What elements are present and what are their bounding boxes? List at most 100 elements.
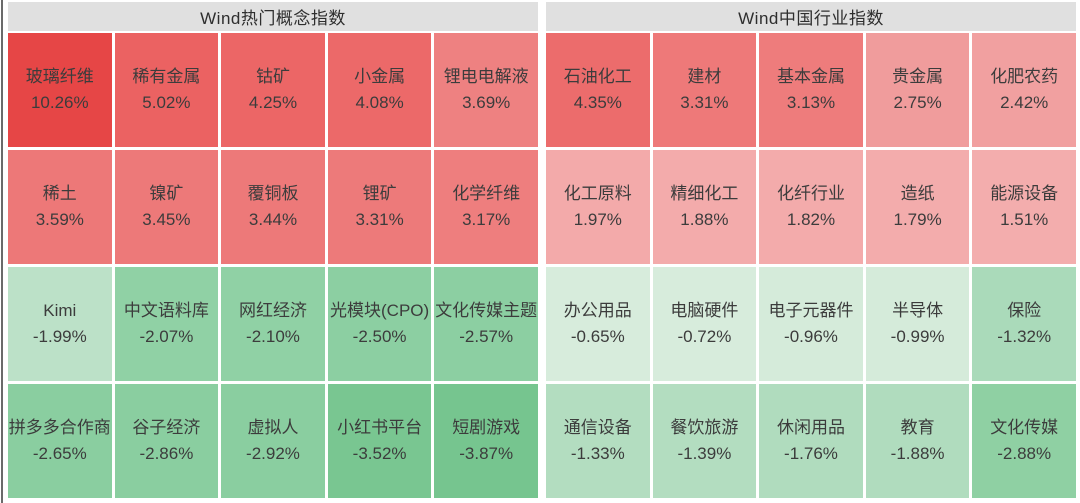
heatmap-cell[interactable]: 镍矿 3.45% <box>114 150 219 264</box>
cell-value: 4.08% <box>355 93 404 112</box>
cell-value: -1.33% <box>570 444 625 463</box>
heatmap-cell[interactable]: 造纸 1.79% <box>865 150 970 264</box>
heatmap-cell[interactable]: 办公用品 -0.65% <box>546 267 650 381</box>
cell-label: Kimi <box>43 301 77 320</box>
cell-label: 锂电电解液 <box>443 67 529 86</box>
cell-label: 文化传媒主题 <box>435 301 538 320</box>
heatmap-cell[interactable]: 餐饮旅游 -1.39% <box>652 384 757 498</box>
heatmap-cell[interactable]: 稀土 3.59% <box>8 150 112 264</box>
heatmap-board: Wind热门概念指数 玻璃纤维 10.26% 稀有金属 5.02% 钴矿 4.25% 小金属… <box>8 2 1076 498</box>
cell-value: -2.88% <box>997 444 1052 463</box>
heatmap-cell[interactable]: 中文语料库 -2.07% <box>114 267 219 381</box>
cell-label: 化工原料 <box>563 184 632 203</box>
heatmap-cell[interactable]: 化工原料 1.97% <box>546 150 650 264</box>
heatmap-grid-china-industry: 石油化工 4.35% 建材 3.31% 基本金属 3.13% 贵金属 2.75% 化肥农药 2.4… <box>546 33 1076 498</box>
heatmap-cell[interactable]: 保险 -1.32% <box>972 267 1076 381</box>
heatmap-cell[interactable]: 贵金属 2.75% <box>865 33 970 147</box>
cell-value: 1.88% <box>680 210 729 229</box>
cell-value: 3.13% <box>786 93 836 112</box>
heatmap-cell[interactable]: 能源设备 1.51% <box>972 150 1076 264</box>
cell-value: -3.87% <box>459 444 514 463</box>
cell-value: 3.45% <box>142 210 191 229</box>
cell-value: -2.92% <box>246 444 300 463</box>
heatmap-cell[interactable]: 化纤行业 1.82% <box>759 150 863 264</box>
cell-value: -0.99% <box>890 327 945 346</box>
heatmap-cell[interactable]: 拼多多合作商 -2.65% <box>8 384 112 498</box>
heatmap-cell[interactable]: 锂矿 3.31% <box>327 150 432 264</box>
cell-label: 拼多多合作商 <box>8 418 111 437</box>
cell-label: 小红书平台 <box>337 418 423 437</box>
cell-label: 稀有金属 <box>132 67 201 86</box>
heatmap-cell[interactable]: 精细化工 1.88% <box>652 150 757 264</box>
cell-label: 电脑硬件 <box>670 301 739 320</box>
cell-label: 教育 <box>900 418 935 437</box>
cell-value: 1.51% <box>1000 210 1049 229</box>
heatmap-cell[interactable]: 教育 -1.88% <box>865 384 970 498</box>
heatmap-cell[interactable]: 电脑硬件 -0.72% <box>652 267 757 381</box>
cell-label: 餐饮旅游 <box>670 418 739 437</box>
cell-value: -2.10% <box>246 327 300 346</box>
heatmap-cell[interactable]: 覆铜板 3.44% <box>221 150 325 264</box>
cell-value: 3.31% <box>680 93 729 112</box>
panel-title-hot-concept: Wind热门概念指数 <box>8 2 538 31</box>
heatmap-cell[interactable]: 文化传媒主题 -2.57% <box>434 267 538 381</box>
cell-value: 5.02% <box>142 93 191 112</box>
heatmap-cell[interactable]: 化学纤维 3.17% <box>434 150 538 264</box>
heatmap-cell[interactable]: 短剧游戏 -3.87% <box>434 384 538 498</box>
cell-value: -2.07% <box>139 327 194 346</box>
heatmap-cell[interactable]: 半导体 -0.99% <box>865 267 970 381</box>
cell-value: -1.99% <box>32 327 87 346</box>
cell-value: -2.57% <box>459 327 514 346</box>
cell-label: 电子元器件 <box>768 301 854 320</box>
heatmap-cell[interactable]: 钴矿 4.25% <box>221 33 325 147</box>
cell-label: 虚拟人 <box>247 418 299 437</box>
cell-value: -1.88% <box>890 444 945 463</box>
cell-label: 通信设备 <box>563 418 632 437</box>
heatmap-cell[interactable]: 休闲用品 -1.76% <box>759 384 863 498</box>
heatmap-cell[interactable]: 文化传媒 -2.88% <box>972 384 1076 498</box>
heatmap-cell[interactable]: 建材 3.31% <box>652 33 757 147</box>
cell-label: 锂矿 <box>362 184 397 203</box>
heatmap-cell[interactable]: 通信设备 -1.33% <box>546 384 650 498</box>
cell-value: -2.86% <box>139 444 194 463</box>
heatmap-cell[interactable]: 光模块(CPO) -2.50% <box>327 267 432 381</box>
cell-label: 建材 <box>687 67 722 86</box>
cell-value: -1.39% <box>677 444 732 463</box>
cell-value: 4.25% <box>248 93 298 112</box>
cell-value: -2.50% <box>352 327 407 346</box>
cell-value: 3.31% <box>355 210 404 229</box>
cell-value: 3.59% <box>35 210 84 229</box>
cell-label: 中文语料库 <box>123 301 209 320</box>
cell-label: 基本金属 <box>776 67 845 86</box>
cell-value: 2.42% <box>1000 93 1049 112</box>
heatmap-cell[interactable]: 网红经济 -2.10% <box>221 267 325 381</box>
heatmap-cell[interactable]: 虚拟人 -2.92% <box>221 384 325 498</box>
heatmap-cell[interactable]: 小红书平台 -3.52% <box>327 384 432 498</box>
cell-value: 10.26% <box>30 93 89 112</box>
heatmap-cell[interactable]: Kimi -1.99% <box>8 267 112 381</box>
cell-label: 钴矿 <box>255 67 290 86</box>
cell-label: 短剧游戏 <box>452 418 521 437</box>
cell-value: -0.96% <box>784 327 838 346</box>
cell-value: -0.65% <box>570 327 625 346</box>
cell-value: 3.17% <box>462 210 511 229</box>
heatmap-cell[interactable]: 基本金属 3.13% <box>759 33 863 147</box>
panel-china-industry-index: Wind中国行业指数 石油化工 4.35% 建材 3.31% 基本金属 3.13% 贵金属 2… <box>546 2 1076 498</box>
cell-value: 1.82% <box>786 210 836 229</box>
heatmap-cell[interactable]: 玻璃纤维 10.26% <box>8 33 112 147</box>
cell-label: 玻璃纤维 <box>25 67 94 86</box>
heatmap-cell[interactable]: 稀有金属 5.02% <box>114 33 219 147</box>
cell-value: -1.32% <box>997 327 1052 346</box>
cell-label: 小金属 <box>354 67 406 86</box>
heatmap-cell[interactable]: 锂电电解液 3.69% <box>434 33 538 147</box>
cell-label: 化肥农药 <box>990 67 1059 86</box>
heatmap-cell[interactable]: 石油化工 4.35% <box>546 33 650 147</box>
heatmap-cell[interactable]: 小金属 4.08% <box>327 33 432 147</box>
cell-value: -1.76% <box>784 444 838 463</box>
heatmap-cell[interactable]: 电子元器件 -0.96% <box>759 267 863 381</box>
cell-value: -3.52% <box>352 444 407 463</box>
heatmap-cell[interactable]: 谷子经济 -2.86% <box>114 384 219 498</box>
heatmap-cell[interactable]: 化肥农药 2.42% <box>972 33 1076 147</box>
cell-value: 1.97% <box>573 210 622 229</box>
